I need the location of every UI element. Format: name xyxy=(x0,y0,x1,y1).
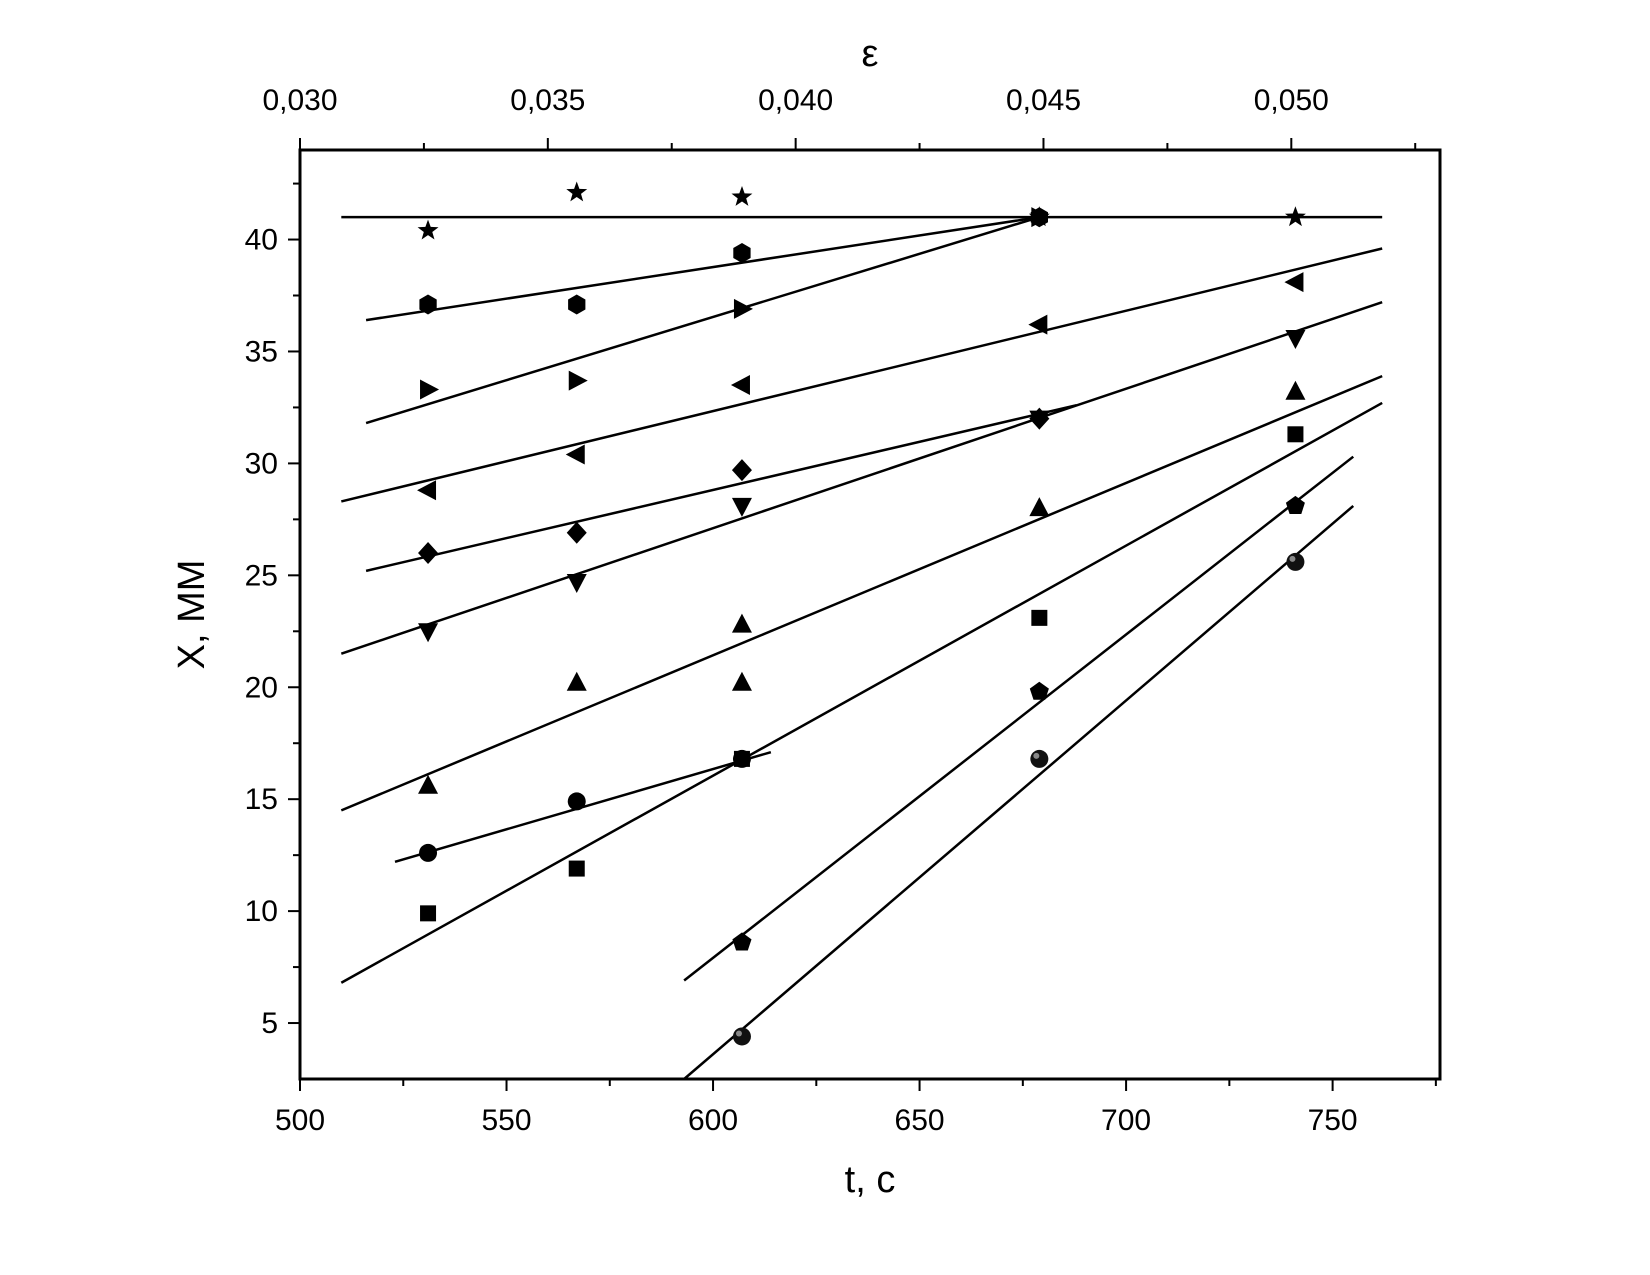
marker-hexagon xyxy=(733,243,751,263)
marker-star xyxy=(566,181,588,202)
marker-sphere xyxy=(1030,749,1049,768)
marker-triangle-left xyxy=(565,444,585,465)
top-tick-label: 0,050 xyxy=(1254,84,1329,117)
marker-diamond xyxy=(566,521,587,544)
marker-triangle-up xyxy=(566,671,587,691)
y-tick-label: 10 xyxy=(245,895,278,928)
marker-triangle-left xyxy=(417,480,437,501)
fit-line-triangle-up xyxy=(340,374,1383,812)
fit-line-sphere xyxy=(683,504,1355,1080)
marker-pentagon xyxy=(1029,681,1049,700)
marker-diamond xyxy=(418,541,439,564)
marker-triangle-down xyxy=(1029,410,1050,430)
top-tick-label: 0,030 xyxy=(262,84,337,117)
marker-triangle-right xyxy=(420,379,440,400)
y-tick-label: 20 xyxy=(245,671,278,704)
marker-triangle-left xyxy=(1028,314,1048,335)
marker-sphere-highlight xyxy=(1033,752,1040,759)
y-tick-label: 30 xyxy=(245,447,278,480)
x-tick-label: 650 xyxy=(895,1104,945,1137)
top-tick-label: 0,040 xyxy=(758,84,833,117)
marker-star xyxy=(1285,206,1306,227)
marker-triangle-right xyxy=(568,370,588,391)
marker-sphere-highlight xyxy=(735,1030,742,1037)
marker-sphere-highlight xyxy=(1289,555,1296,562)
top-tick-label: 0,035 xyxy=(510,84,585,117)
marker-triangle-down xyxy=(418,623,439,643)
marker-circle xyxy=(419,843,438,862)
marker-square xyxy=(420,905,437,922)
top-tick-label: 0,045 xyxy=(1006,84,1081,117)
marker-triangle-left xyxy=(730,375,750,396)
marker-square xyxy=(1031,609,1048,626)
top-axis-title: ε xyxy=(862,33,879,75)
marker-triangle-up xyxy=(731,613,752,633)
marker-triangle-down xyxy=(566,574,587,594)
marker-triangle-up xyxy=(731,671,752,691)
marker-hexagon xyxy=(568,294,586,315)
x-tick-label: 500 xyxy=(275,1104,325,1137)
y-tick-label: 15 xyxy=(245,783,278,816)
plot-border xyxy=(298,148,1442,1081)
x-tick-label: 550 xyxy=(481,1104,531,1137)
marker-hexagon xyxy=(419,294,437,315)
marker-triangle-right xyxy=(733,298,753,319)
marker-square xyxy=(733,750,750,767)
x-axis-title: t, c xyxy=(845,1159,896,1201)
y-tick-label: 40 xyxy=(245,224,278,257)
marker-circle xyxy=(567,792,586,811)
fit-line-triangle-left xyxy=(341,247,1383,503)
marker-triangle-up xyxy=(1285,380,1306,400)
x-tick-label: 700 xyxy=(1101,1104,1151,1137)
marker-triangle-up xyxy=(1029,497,1050,517)
y-tick-label: 25 xyxy=(245,559,278,592)
marker-sphere xyxy=(1286,552,1305,571)
plot-frame xyxy=(298,148,1442,1081)
marker-triangle-down xyxy=(1285,330,1306,350)
fit-lines xyxy=(340,215,1383,1080)
fit-line-pentagon xyxy=(683,455,1355,982)
data-markers xyxy=(417,181,1306,1046)
marker-sphere xyxy=(732,1027,751,1046)
y-axis-title: X, MM xyxy=(171,560,213,670)
fit-line-triangle-right xyxy=(365,215,1040,425)
marker-diamond xyxy=(731,459,752,482)
marker-triangle-right xyxy=(1031,207,1051,228)
fit-line-diamond xyxy=(365,403,1077,573)
y-tick-label: 5 xyxy=(261,1007,278,1040)
fit-line-hexagon xyxy=(365,215,1040,322)
marker-star xyxy=(731,186,753,206)
axis-ticks: 500 550 600 650 700 750 5 10 15 20 25 30 35 40 0,030 0,… xyxy=(245,84,1437,1137)
marker-square xyxy=(1287,426,1304,443)
marker-triangle-down xyxy=(731,497,752,517)
x-tick-label: 750 xyxy=(1308,1104,1358,1137)
marker-star xyxy=(417,219,439,240)
marker-triangle-up xyxy=(418,774,439,794)
fit-line-triangle-down xyxy=(340,301,1383,655)
fit-line-square xyxy=(340,401,1383,984)
y-tick-label: 35 xyxy=(245,335,278,368)
marker-square xyxy=(568,860,585,877)
marker-pentagon xyxy=(732,932,752,951)
x-tick-label: 600 xyxy=(688,1104,738,1137)
marker-triangle-left xyxy=(1284,272,1304,293)
marker-pentagon xyxy=(1285,495,1305,514)
